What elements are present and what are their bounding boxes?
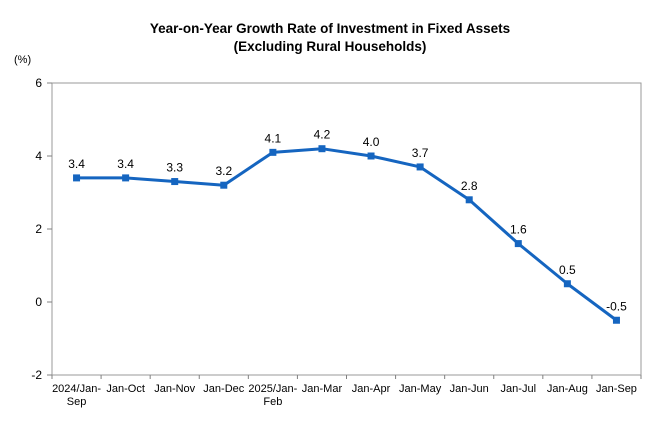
y-tick-label: 4: [35, 149, 42, 163]
x-tick-label: Jan-Mar: [302, 383, 343, 395]
data-point-label: 3.4: [68, 157, 85, 171]
y-tick-label: 6: [35, 76, 42, 90]
data-point-marker: [171, 178, 179, 186]
data-point-marker: [73, 174, 81, 182]
data-series-line: [76, 147, 618, 322]
data-point-label: 2.8: [461, 179, 478, 193]
data-point-marker: [220, 181, 228, 189]
x-axis: 2024/Jan-Sep Jan-Oct Jan-Nov Jan-Dec 2025/Ja…: [51, 375, 642, 408]
x-tick-label: Jan-Sep: [596, 383, 637, 395]
data-point-label: 1.6: [510, 223, 527, 237]
data-point-label: 3.3: [166, 161, 183, 175]
x-tick-label: 2025/Jan-Feb: [248, 383, 297, 408]
y-axis-unit-label: (%): [14, 54, 32, 66]
chart-title: Year-on-Year Growth Rate of Investment i…: [0, 20, 660, 56]
data-point-label: 3.7: [412, 146, 429, 160]
data-point-label: 0.5: [559, 263, 576, 277]
data-point-marker: [416, 163, 424, 171]
x-tick-label: Jan-Jul: [501, 383, 536, 395]
data-point-marker: [514, 240, 522, 248]
data-point-marker: [122, 174, 130, 182]
chart-title-line2: (Excluding Rural Households): [233, 39, 427, 54]
data-point-label: 3.2: [215, 164, 232, 178]
x-tick-label: Jan-Dec: [203, 383, 244, 395]
x-tick-label: Jan-Nov: [154, 383, 195, 395]
data-point-label: 4.2: [314, 128, 331, 142]
x-tick-label: 2024/Jan-Sep: [52, 383, 101, 408]
x-tick-label: Jan-Jun: [450, 383, 489, 395]
data-point-marker: [269, 148, 277, 156]
x-tick-label: Jan-May: [399, 383, 442, 395]
data-point-label: 4.1: [265, 131, 282, 145]
data-point-label: 4.0: [363, 135, 380, 149]
data-point-label: -0.5: [606, 299, 627, 313]
data-series-points: 3.4 3.4 3.3 3.2 4.1 4.2 4.0 3.7 2.8 1.6 0.5 -0.5: [68, 128, 627, 324]
data-point-marker: [612, 316, 620, 324]
y-tick-label: -2: [31, 368, 42, 382]
y-tick-label: 2: [35, 222, 42, 236]
y-tick-label: 0: [35, 295, 42, 309]
y-axis: -2 0 2 4 6: [31, 76, 52, 382]
data-point-marker: [367, 152, 375, 160]
plot-area-border: [51, 82, 642, 376]
chart-title-line1: Year-on-Year Growth Rate of Investment i…: [149, 21, 511, 36]
data-point-marker: [563, 280, 571, 288]
data-point-marker: [465, 196, 473, 204]
x-tick-label: Jan-Oct: [106, 383, 145, 395]
x-tick-label: Jan-Apr: [352, 383, 391, 395]
data-point-marker: [318, 145, 326, 153]
data-point-label: 3.4: [117, 157, 134, 171]
x-tick-label: Jan-Aug: [547, 383, 588, 395]
